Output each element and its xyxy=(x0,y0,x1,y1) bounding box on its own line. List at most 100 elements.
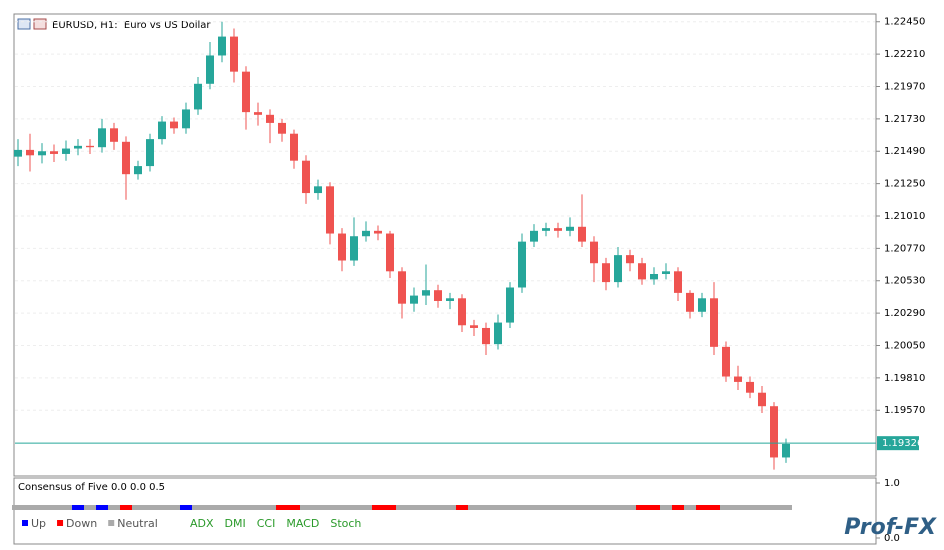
candle-body xyxy=(506,287,514,323)
y-tick-label: 1.0 xyxy=(884,478,900,489)
legend-label: Up xyxy=(31,517,46,530)
signal-segment xyxy=(252,505,264,510)
candle-body xyxy=(398,271,406,304)
candle-body xyxy=(338,233,346,261)
candle-body xyxy=(518,241,526,288)
candle-body xyxy=(662,271,670,275)
candle-body xyxy=(566,226,574,231)
candle-body xyxy=(446,298,454,301)
signal-segment xyxy=(684,505,696,510)
y-tick-label: 1.21010 xyxy=(884,211,925,222)
candle-body xyxy=(650,274,658,280)
candle-body xyxy=(26,149,34,156)
icon xyxy=(33,18,47,30)
candle-body xyxy=(482,327,490,345)
signal-segment xyxy=(348,505,360,510)
candle-body xyxy=(434,290,442,301)
signal-segment xyxy=(648,505,660,510)
candle-body xyxy=(470,325,478,328)
signal-segment xyxy=(468,505,480,510)
indicator-name: DMI xyxy=(225,517,246,530)
indicator-title: Consensus of Five 0.0 0.0 0.5 xyxy=(18,482,165,493)
y-tick-label: 1.22450 xyxy=(884,17,925,28)
y-tick-label: 0.0 xyxy=(884,533,900,544)
candle-body xyxy=(182,109,190,129)
signal-segment xyxy=(360,505,372,510)
signal-segment xyxy=(168,505,180,510)
candle-body xyxy=(602,263,610,283)
chart-title: EURUSD, H1: Euro vs US Dollar xyxy=(52,20,211,31)
signal-segment xyxy=(480,505,492,510)
last-price-box xyxy=(877,436,919,451)
signal-segment xyxy=(180,505,192,510)
signal-segment xyxy=(144,505,156,510)
signal-segment xyxy=(444,505,456,510)
indicator-pane xyxy=(13,477,877,545)
candle-body xyxy=(170,121,178,129)
candle-body xyxy=(98,128,106,148)
signal-segment xyxy=(756,505,768,510)
candle-body xyxy=(38,151,46,156)
signal-segment xyxy=(408,505,420,510)
candle-body xyxy=(302,160,310,194)
signal-segment xyxy=(420,505,432,510)
y-tick-label: 1.20290 xyxy=(884,308,925,319)
signal-segment xyxy=(768,505,780,510)
signal-segment xyxy=(24,505,36,510)
signal-segment xyxy=(732,505,744,510)
signal-segment xyxy=(84,505,96,510)
signal-segment xyxy=(600,505,612,510)
signal-segment xyxy=(780,505,792,510)
icon xyxy=(17,18,31,30)
signal-segment xyxy=(156,505,168,510)
candle-body xyxy=(386,233,394,272)
candle-body xyxy=(374,230,382,234)
signal-segment xyxy=(528,505,540,510)
signal-segment xyxy=(120,505,132,510)
y-tick-label: 1.19570 xyxy=(884,405,925,416)
candle-body xyxy=(326,186,334,234)
candle-body xyxy=(290,133,298,161)
signal-segment xyxy=(624,505,636,510)
signal-segment xyxy=(300,505,312,510)
candle-body xyxy=(626,255,634,264)
candle-body xyxy=(554,228,562,231)
candle-body xyxy=(698,298,706,312)
candle-body xyxy=(734,376,742,382)
signal-segment xyxy=(516,505,528,510)
candle-body xyxy=(590,241,598,264)
legend-swatch xyxy=(57,520,64,526)
candle-body xyxy=(122,141,130,175)
y-tick-label: 1.20050 xyxy=(884,340,925,351)
y-tick-label: 1.19810 xyxy=(884,373,925,384)
candle-body xyxy=(206,55,214,84)
candle-body xyxy=(110,128,118,142)
candle-body xyxy=(458,298,466,326)
signal-segment xyxy=(240,505,252,510)
signal-segment xyxy=(660,505,672,510)
candle-body xyxy=(770,406,778,458)
candle-body xyxy=(146,139,154,167)
candle-body xyxy=(266,114,274,123)
y-tick-label: 1.21730 xyxy=(884,114,925,125)
candle-body xyxy=(782,443,790,458)
indicator-name: MACD xyxy=(286,517,319,530)
candle-body xyxy=(542,228,550,231)
candle-body xyxy=(254,112,262,115)
signal-segment xyxy=(204,505,216,510)
signal-segment xyxy=(60,505,72,510)
signal-segment xyxy=(552,505,564,510)
candle-body xyxy=(134,166,142,175)
signal-segment xyxy=(492,505,504,510)
indicator-name: Stoch xyxy=(330,517,361,530)
y-tick-label: 1.21490 xyxy=(884,146,925,157)
candle-body xyxy=(50,151,58,154)
signal-segment xyxy=(312,505,324,510)
candle-body xyxy=(494,322,502,345)
signal-segment xyxy=(264,505,276,510)
signal-segment xyxy=(336,505,348,510)
candle-body xyxy=(422,290,430,296)
signal-segment xyxy=(636,505,648,510)
signal-segment xyxy=(432,505,444,510)
